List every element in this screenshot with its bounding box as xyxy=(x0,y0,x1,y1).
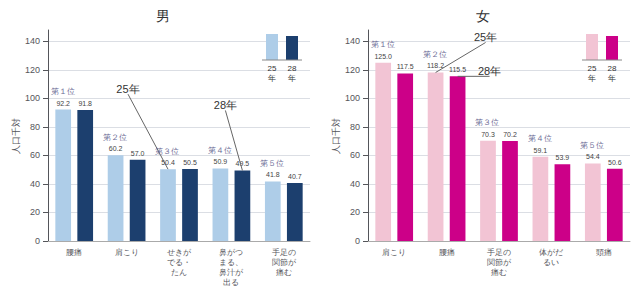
svg-text:40: 40 xyxy=(30,179,40,189)
svg-text:28: 28 xyxy=(288,64,297,73)
svg-text:125.0: 125.0 xyxy=(374,53,392,60)
svg-text:第１位: 第１位 xyxy=(371,40,395,49)
svg-text:140: 140 xyxy=(345,36,360,46)
svg-text:頭痛: 頭痛 xyxy=(596,248,612,257)
svg-text:60.2: 60.2 xyxy=(109,145,123,152)
svg-text:鼻がつ: 鼻がつ xyxy=(219,248,243,257)
svg-text:50.9: 50.9 xyxy=(214,158,228,165)
svg-text:腰痛: 腰痛 xyxy=(439,248,455,257)
svg-text:50.5: 50.5 xyxy=(183,159,197,166)
svg-text:40.7: 40.7 xyxy=(288,173,302,180)
svg-text:20: 20 xyxy=(350,207,360,217)
svg-text:痛む: 痛む xyxy=(491,268,507,277)
svg-text:手足の: 手足の xyxy=(272,248,296,257)
svg-text:60: 60 xyxy=(350,150,360,160)
svg-text:25: 25 xyxy=(268,64,277,73)
svg-text:手足の: 手足の xyxy=(487,248,511,257)
svg-text:でる・: でる・ xyxy=(167,258,191,267)
svg-text:28年: 28年 xyxy=(214,99,237,111)
svg-text:59.1: 59.1 xyxy=(534,147,548,154)
svg-text:関節が: 関節が xyxy=(487,258,512,267)
svg-text:140: 140 xyxy=(25,36,40,46)
svg-text:100: 100 xyxy=(345,93,360,103)
svg-text:53.9: 53.9 xyxy=(556,154,570,161)
svg-text:80: 80 xyxy=(350,122,360,132)
svg-text:49.5: 49.5 xyxy=(236,160,250,167)
svg-text:鼻汁が: 鼻汁が xyxy=(219,268,244,277)
svg-text:出る: 出る xyxy=(223,278,239,287)
svg-text:70.3: 70.3 xyxy=(481,131,495,138)
svg-text:92.2: 92.2 xyxy=(56,100,70,107)
svg-text:100: 100 xyxy=(25,93,40,103)
svg-text:第２位: 第２位 xyxy=(103,133,127,142)
svg-text:70.2: 70.2 xyxy=(503,131,517,138)
svg-text:まる、: まる、 xyxy=(219,258,243,267)
svg-text:肩こり: 肩こり xyxy=(115,248,139,257)
svg-text:年: 年 xyxy=(288,74,296,83)
svg-text:41.8: 41.8 xyxy=(266,171,280,178)
svg-text:年: 年 xyxy=(268,74,276,83)
svg-text:第１位: 第１位 xyxy=(51,87,75,96)
svg-text:人口千対: 人口千対 xyxy=(11,118,21,154)
svg-text:0: 0 xyxy=(35,236,40,246)
svg-text:年: 年 xyxy=(608,74,616,83)
svg-text:28: 28 xyxy=(608,64,617,73)
svg-text:関節が: 関節が xyxy=(272,258,297,267)
svg-text:痛む: 痛む xyxy=(276,268,292,277)
svg-text:第３位: 第３位 xyxy=(475,118,499,127)
svg-text:体がだ: 体がだ xyxy=(539,248,563,257)
svg-text:25年: 25年 xyxy=(116,83,139,95)
svg-text:91.8: 91.8 xyxy=(78,100,92,107)
svg-text:120: 120 xyxy=(25,65,40,75)
svg-text:第４位: 第４位 xyxy=(528,134,552,143)
svg-text:20: 20 xyxy=(30,207,40,217)
svg-text:女: 女 xyxy=(476,8,490,24)
svg-text:28年: 28年 xyxy=(478,65,501,77)
svg-text:0: 0 xyxy=(355,236,360,246)
svg-text:人口千対: 人口千対 xyxy=(331,118,341,154)
svg-text:80: 80 xyxy=(30,122,40,132)
svg-text:25年: 25年 xyxy=(474,31,497,43)
svg-text:年: 年 xyxy=(588,74,596,83)
svg-text:57.0: 57.0 xyxy=(131,150,145,157)
svg-text:第５位: 第５位 xyxy=(580,141,604,150)
svg-text:120: 120 xyxy=(345,65,360,75)
svg-text:50.6: 50.6 xyxy=(608,159,622,166)
svg-text:第４位: 第４位 xyxy=(208,146,232,155)
svg-text:男: 男 xyxy=(156,8,170,24)
svg-text:50.4: 50.4 xyxy=(161,159,175,167)
svg-text:25: 25 xyxy=(588,64,597,73)
svg-text:たん: たん xyxy=(171,268,187,277)
svg-text:肩こり: 肩こり xyxy=(382,248,406,257)
svg-text:第５位: 第５位 xyxy=(260,159,284,168)
svg-text:腰痛: 腰痛 xyxy=(66,248,82,257)
svg-text:第２位: 第２位 xyxy=(423,50,447,59)
svg-text:117.5: 117.5 xyxy=(397,63,414,70)
svg-text:第３位: 第３位 xyxy=(155,147,179,156)
svg-text:60: 60 xyxy=(30,150,40,160)
svg-text:115.5: 115.5 xyxy=(449,66,466,73)
svg-text:せきが: せきが xyxy=(167,248,192,257)
svg-text:40: 40 xyxy=(350,179,360,189)
svg-text:118.2: 118.2 xyxy=(427,62,445,70)
svg-text:るい: るい xyxy=(543,258,559,267)
svg-text:54.4: 54.4 xyxy=(586,153,600,160)
